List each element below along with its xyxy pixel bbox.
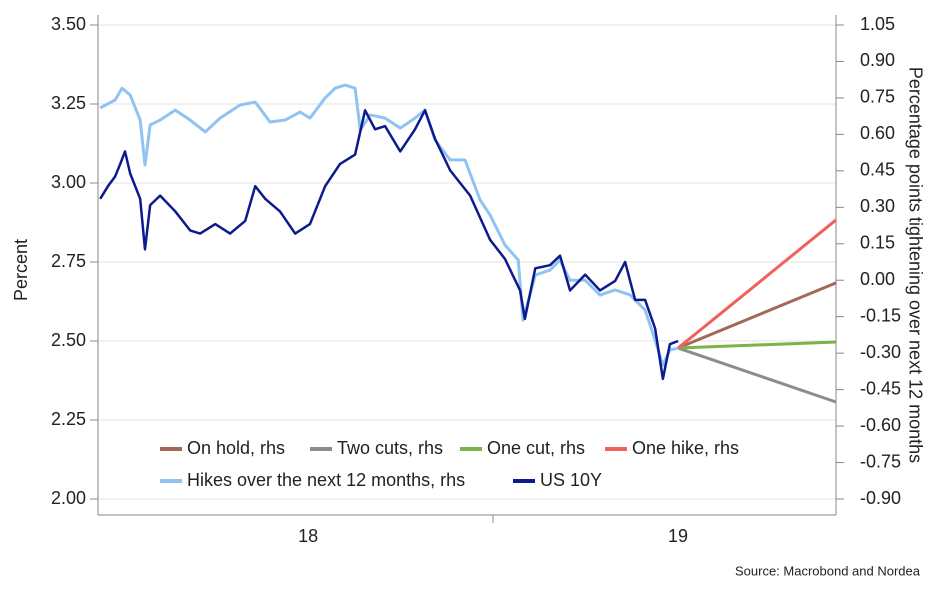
series-line <box>677 340 837 350</box>
x-tick-label: 18 <box>298 526 318 546</box>
series-line <box>677 218 837 350</box>
y2-tick-label: 0.30 <box>860 196 895 216</box>
y2-tick-label: -0.90 <box>860 488 901 508</box>
y2-tick-label: -0.30 <box>860 342 901 362</box>
y2-tick-label: 0.90 <box>860 50 895 70</box>
y-tick-label: 3.00 <box>51 172 86 192</box>
legend-label: Hikes over the next 12 months, rhs <box>187 470 465 490</box>
series-line <box>99 83 679 367</box>
x-tick-label: 19 <box>668 526 688 546</box>
y2-tick-label: 0.75 <box>860 87 895 107</box>
y2-tick-label: -0.15 <box>860 305 901 325</box>
legend-label: One hike, rhs <box>632 438 739 458</box>
legend-label: On hold, rhs <box>187 438 285 458</box>
y2-axis-title: Percentage points tightening over next 1… <box>905 67 925 463</box>
legend-label: One cut, rhs <box>487 438 585 458</box>
legend-label: US 10Y <box>540 470 602 490</box>
y-tick-label: 2.25 <box>51 409 86 429</box>
y-axis-title: Percent <box>11 239 31 301</box>
y-tick-label: 2.50 <box>51 330 86 350</box>
series-line <box>677 281 837 350</box>
y2-tick-label: -0.60 <box>860 415 901 435</box>
y2-tick-label: 0.60 <box>860 123 895 143</box>
y2-tick-label: -0.45 <box>860 378 901 398</box>
y-tick-label: 3.25 <box>51 93 86 113</box>
y-tick-label: 3.50 <box>51 14 86 34</box>
y2-tick-label: 0.15 <box>860 233 895 253</box>
y2-tick-label: 0.00 <box>860 269 895 289</box>
legend-label: Two cuts, rhs <box>337 438 443 458</box>
series-line <box>677 346 837 404</box>
source-note: Source: Macrobond and Nordea <box>735 563 921 578</box>
y2-tick-label: -0.75 <box>860 451 901 471</box>
y2-tick-label: 0.45 <box>860 160 895 180</box>
y-tick-label: 2.75 <box>51 251 86 271</box>
y-tick-label: 2.00 <box>51 488 86 508</box>
y2-tick-label: 1.05 <box>860 14 895 34</box>
series-line <box>99 109 679 381</box>
